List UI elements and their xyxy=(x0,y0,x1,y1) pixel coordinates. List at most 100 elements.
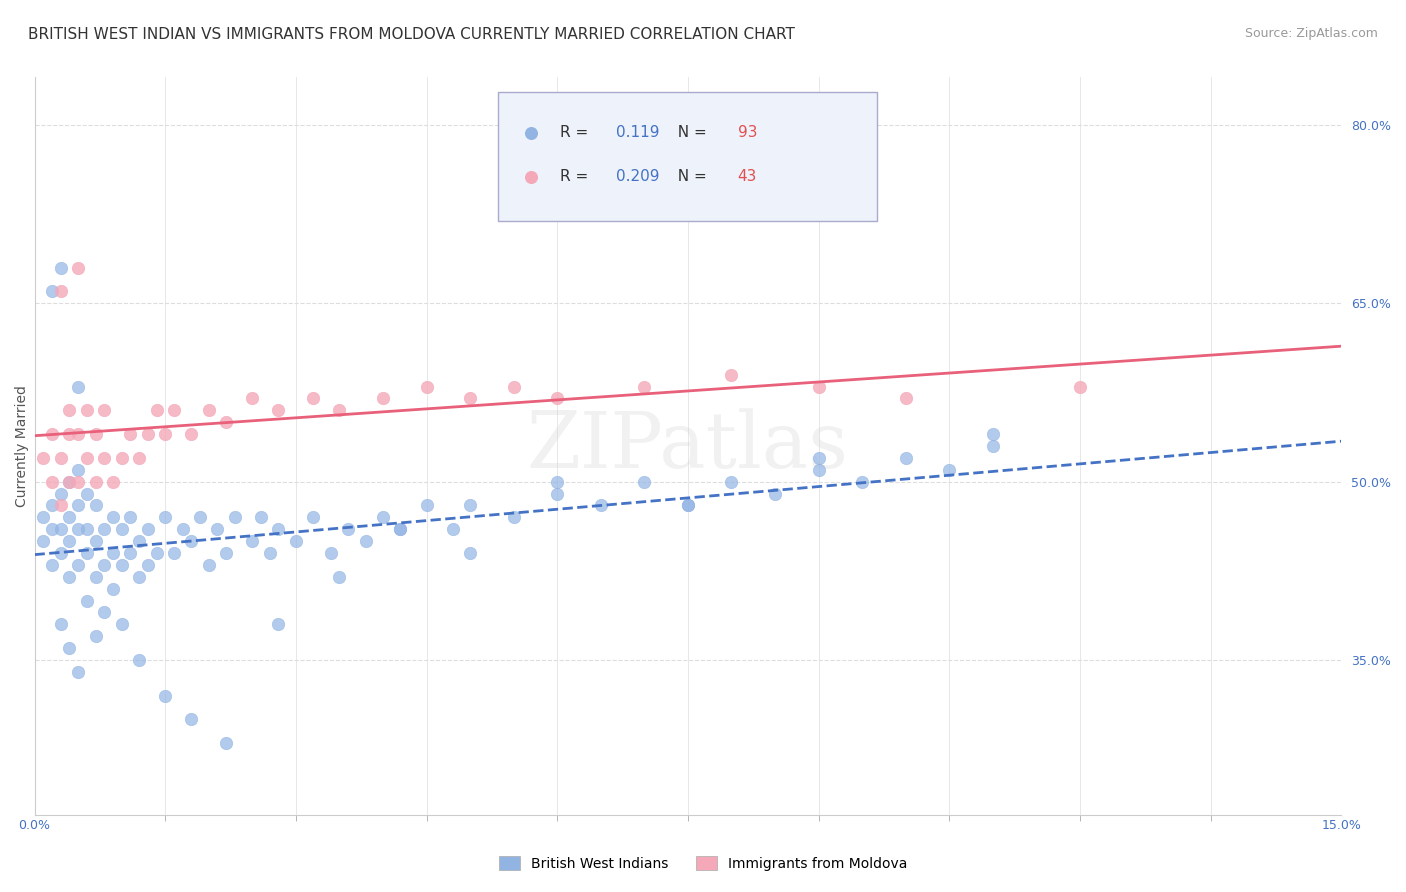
Point xyxy=(84,499,107,513)
Point xyxy=(58,403,80,417)
Point xyxy=(93,606,115,620)
Point xyxy=(197,403,219,417)
Text: N =: N = xyxy=(668,125,711,140)
Point xyxy=(155,689,177,703)
Point xyxy=(128,450,150,465)
Point xyxy=(302,510,325,524)
Point xyxy=(41,499,63,513)
Point xyxy=(67,499,90,513)
Point xyxy=(58,427,80,442)
Text: 43: 43 xyxy=(738,169,756,185)
Point xyxy=(76,522,98,536)
Point xyxy=(111,450,134,465)
Point xyxy=(136,427,159,442)
Text: Source: ZipAtlas.com: Source: ZipAtlas.com xyxy=(1244,27,1378,40)
Point xyxy=(67,665,90,679)
Point xyxy=(267,617,290,632)
Point xyxy=(128,653,150,667)
Point xyxy=(633,475,655,489)
Point xyxy=(676,499,699,513)
Point xyxy=(807,379,830,393)
Text: 0.119: 0.119 xyxy=(616,125,659,140)
Point xyxy=(894,450,917,465)
Point xyxy=(240,392,263,406)
Text: N =: N = xyxy=(668,169,711,185)
Legend: British West Indians, Immigrants from Moldova: British West Indians, Immigrants from Mo… xyxy=(494,850,912,876)
Point xyxy=(250,510,273,524)
Point xyxy=(84,570,107,584)
Point xyxy=(720,475,742,489)
Point xyxy=(58,475,80,489)
Point xyxy=(215,546,238,560)
Point xyxy=(136,522,159,536)
Point xyxy=(93,558,115,572)
Point xyxy=(49,486,72,500)
Point xyxy=(502,379,524,393)
Point xyxy=(76,546,98,560)
Point xyxy=(633,379,655,393)
Point xyxy=(58,570,80,584)
Text: R =: R = xyxy=(560,169,593,185)
Point xyxy=(389,522,412,536)
Point xyxy=(84,427,107,442)
Point xyxy=(354,534,377,549)
Point xyxy=(120,546,142,560)
Point xyxy=(49,499,72,513)
Point xyxy=(145,546,167,560)
FancyBboxPatch shape xyxy=(499,92,877,221)
Point xyxy=(67,558,90,572)
Point xyxy=(981,427,1004,442)
Point xyxy=(163,546,186,560)
Point xyxy=(180,427,202,442)
Point xyxy=(58,475,80,489)
Text: R =: R = xyxy=(560,125,593,140)
Point xyxy=(259,546,281,560)
Point xyxy=(172,522,194,536)
Point xyxy=(32,534,55,549)
Point xyxy=(111,558,134,572)
Point xyxy=(32,450,55,465)
Point xyxy=(101,546,124,560)
Point xyxy=(267,403,290,417)
Point xyxy=(188,510,211,524)
Point xyxy=(93,403,115,417)
Point xyxy=(41,558,63,572)
Point xyxy=(41,522,63,536)
Point xyxy=(546,486,568,500)
Point xyxy=(894,392,917,406)
Point xyxy=(101,475,124,489)
Point xyxy=(302,392,325,406)
Point xyxy=(371,510,394,524)
Point xyxy=(546,392,568,406)
Point xyxy=(84,629,107,643)
Point xyxy=(84,534,107,549)
Point xyxy=(180,534,202,549)
Point xyxy=(145,403,167,417)
Point xyxy=(101,582,124,596)
Point xyxy=(851,475,873,489)
Point xyxy=(441,522,464,536)
Point xyxy=(49,617,72,632)
Y-axis label: Currently Married: Currently Married xyxy=(15,385,30,507)
Point xyxy=(546,475,568,489)
Point xyxy=(93,522,115,536)
Text: ZIPatlas: ZIPatlas xyxy=(527,408,849,483)
Point xyxy=(136,558,159,572)
Point xyxy=(58,534,80,549)
Point xyxy=(76,486,98,500)
Point xyxy=(328,570,350,584)
Point xyxy=(49,285,72,299)
Point xyxy=(938,463,960,477)
Point xyxy=(458,392,481,406)
Point xyxy=(215,415,238,429)
Point xyxy=(981,439,1004,453)
Point xyxy=(67,427,90,442)
Point xyxy=(120,427,142,442)
Point xyxy=(76,403,98,417)
Point xyxy=(155,427,177,442)
Point xyxy=(41,427,63,442)
Point xyxy=(676,499,699,513)
Point xyxy=(58,641,80,656)
Point xyxy=(41,475,63,489)
Point xyxy=(389,522,412,536)
